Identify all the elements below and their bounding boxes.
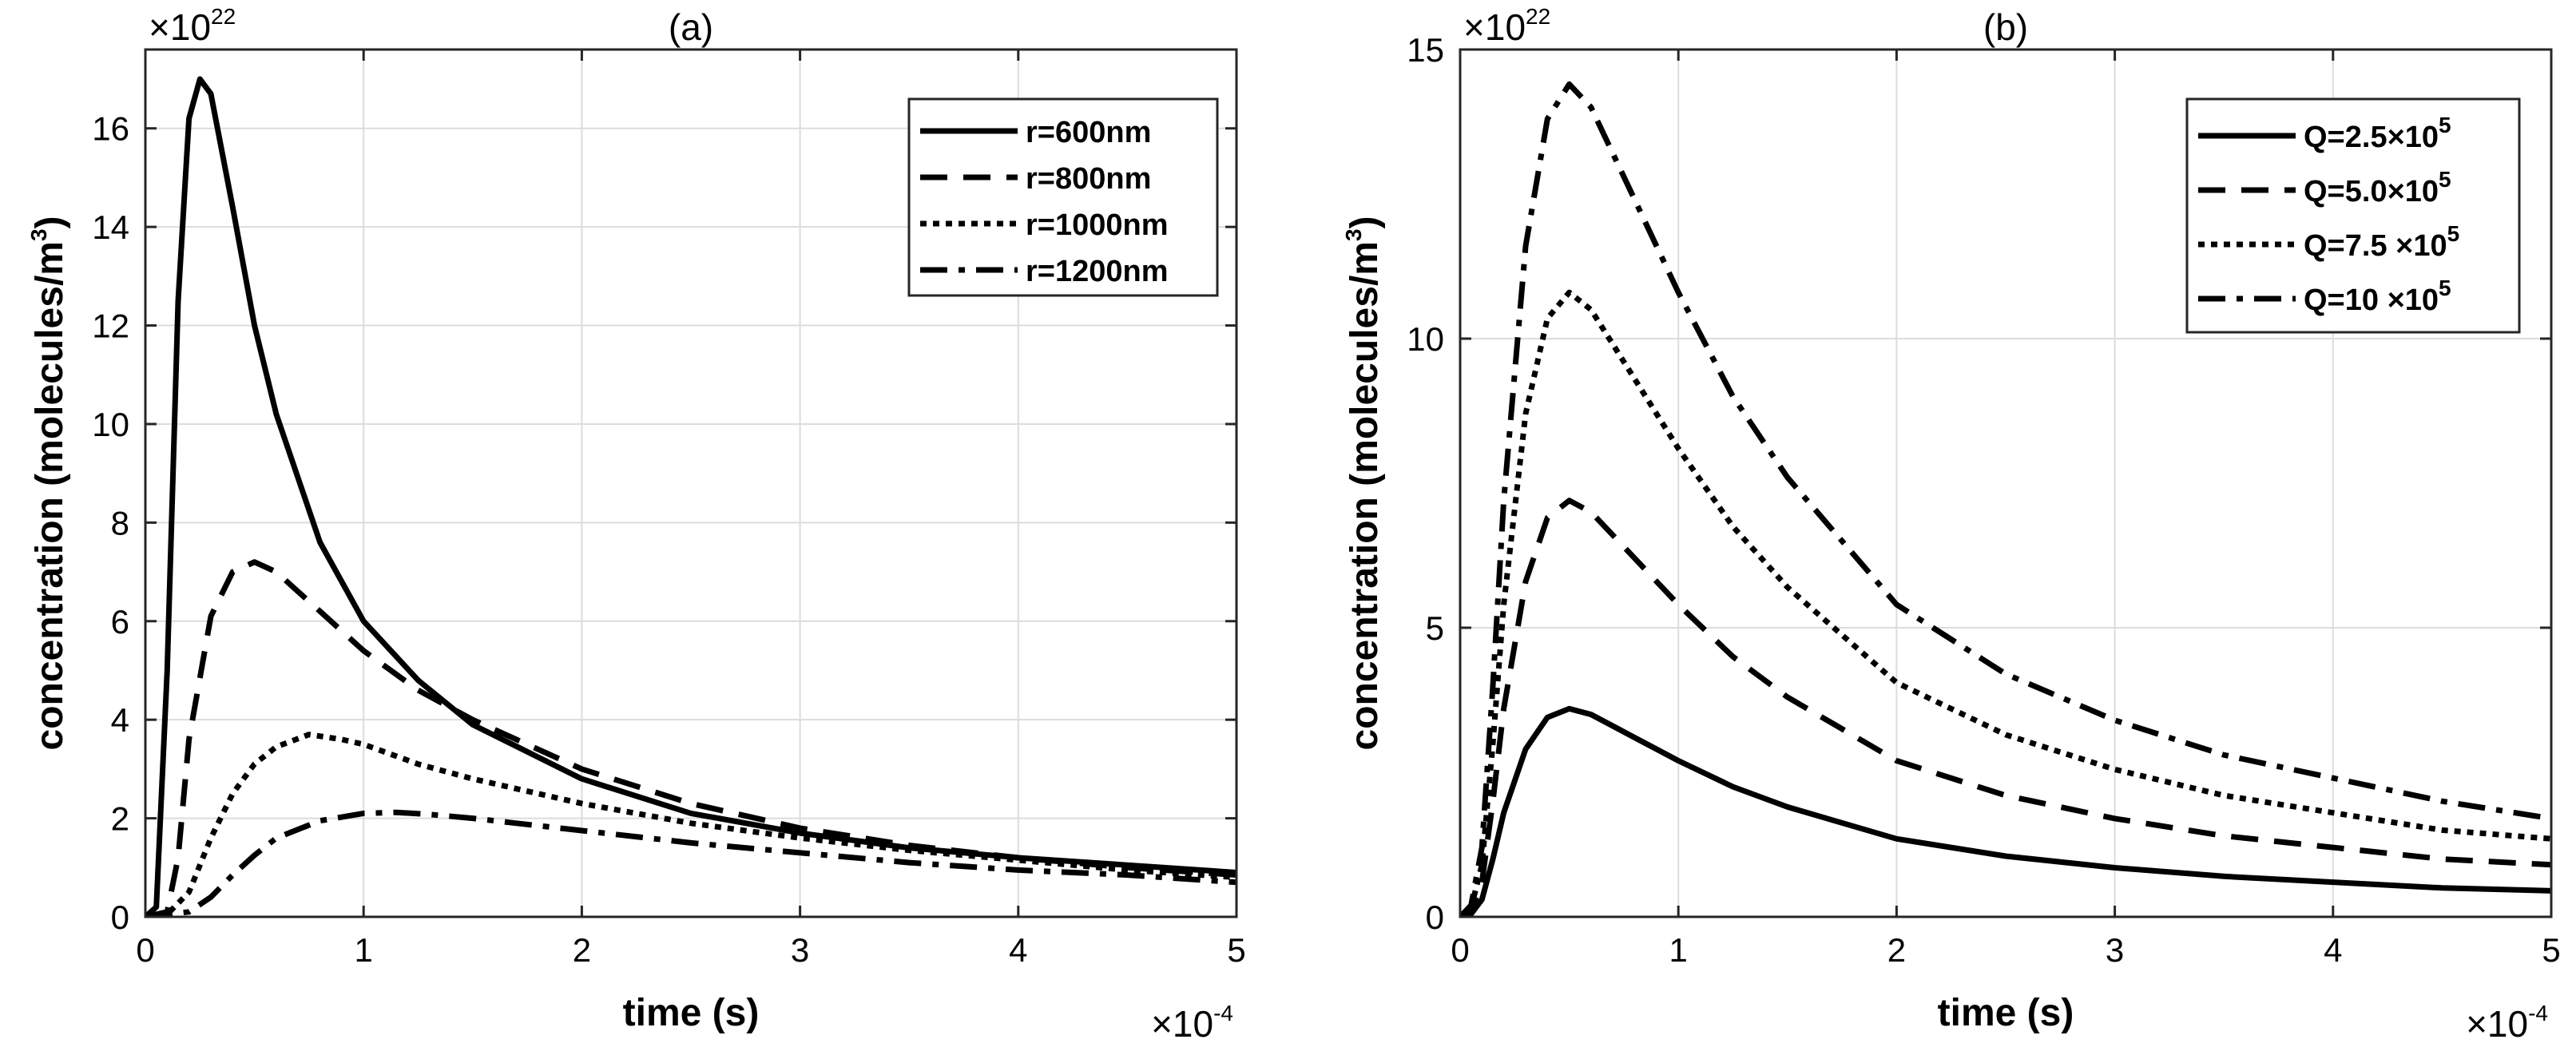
y-tick-label: 10 xyxy=(1407,320,1444,358)
y-axis-multiplier: ×1022 xyxy=(149,4,236,48)
series-line-1 xyxy=(145,76,1236,917)
chart-panel-2: 0 1 2 3 4 5 0 5 10 15 (b) ×1022 ×10-4 time (s) concent… xyxy=(1341,4,2561,1045)
x-axis-multiplier-exponent: -4 xyxy=(2528,1001,2548,1025)
x-tick-label: 3 xyxy=(791,931,809,969)
x-tick-label: 0 xyxy=(136,931,154,969)
x-axis-multiplier: ×10-4 xyxy=(1151,1001,1233,1045)
x-tick-label: 1 xyxy=(355,931,373,969)
legend: r=600nm r=800nm r=1000nm r=1200nm xyxy=(907,97,1219,297)
legend-label-1: r=600nm xyxy=(1026,116,1151,149)
legend-label-3: r=1000nm xyxy=(1026,208,1169,242)
series-line-3 xyxy=(1460,289,2551,917)
y-axis-label-exponent: 3 xyxy=(26,228,51,241)
y-tick-label: 12 xyxy=(92,307,129,345)
x-axis-label: time (s) xyxy=(1938,992,2074,1034)
chart-title: (b) xyxy=(1983,6,2028,48)
x-axis-multiplier-exponent: -4 xyxy=(1213,1001,1233,1025)
x-axis-label: time (s) xyxy=(623,992,760,1034)
y-tick-label: 14 xyxy=(92,208,129,246)
y-tick-label: 0 xyxy=(1426,898,1444,936)
y-tick-label: 6 xyxy=(111,603,129,641)
x-tick-label: 1 xyxy=(1669,931,1688,969)
x-tick-label: 4 xyxy=(1009,931,1027,969)
y-tick-label: 2 xyxy=(111,800,129,838)
legend-label-exponent: 5 xyxy=(2447,221,2460,246)
y-tick-label: 16 xyxy=(92,110,129,148)
y-tick-label: 0 xyxy=(111,898,129,936)
x-tick-label: 3 xyxy=(2106,931,2124,969)
x-tick-label: 2 xyxy=(1887,931,1906,969)
chart-title: (a) xyxy=(669,6,713,48)
axes-box xyxy=(144,48,1238,918)
x-tick-label: 5 xyxy=(2542,931,2560,969)
y-tick-label: 8 xyxy=(111,504,129,541)
y-tick-label: 10 xyxy=(92,406,129,443)
y-axis-multiplier: ×1022 xyxy=(1463,4,1550,48)
series-line-4 xyxy=(145,809,1236,917)
series-line-2 xyxy=(1460,498,2551,917)
legend-label-exponent: 5 xyxy=(2439,113,2451,137)
legend-label-4: r=1200nm xyxy=(1026,255,1169,288)
y-axis-multiplier-exponent: 22 xyxy=(211,4,236,29)
series-line-2 xyxy=(145,559,1236,917)
x-tick-label: 2 xyxy=(573,931,591,969)
y-tick-label: 4 xyxy=(111,701,129,739)
y-axis-label-exponent: 3 xyxy=(1341,228,1366,241)
legend-label-exponent: 5 xyxy=(2439,276,2451,300)
series-line-1 xyxy=(1460,705,2551,917)
legend-label-2: r=800nm xyxy=(1026,162,1151,196)
series-line-4 xyxy=(1460,81,2551,917)
x-tick-label: 0 xyxy=(1451,931,1469,969)
y-axis-label: concentration (molecules/m3) xyxy=(1341,216,1386,750)
y-tick-label: 5 xyxy=(1426,609,1444,647)
axes-box xyxy=(1459,48,2553,918)
x-axis-multiplier: ×10-4 xyxy=(2466,1001,2548,1045)
y-tick-label: 15 xyxy=(1407,31,1444,69)
y-axis-multiplier-exponent: 22 xyxy=(1526,4,1550,29)
series-line-3 xyxy=(145,732,1236,917)
legend-label-exponent: 5 xyxy=(2439,167,2451,192)
y-axis-label: concentration (molecules/m3) xyxy=(26,216,71,750)
x-tick-label: 5 xyxy=(1227,931,1245,969)
x-tick-label: 4 xyxy=(2324,931,2342,969)
